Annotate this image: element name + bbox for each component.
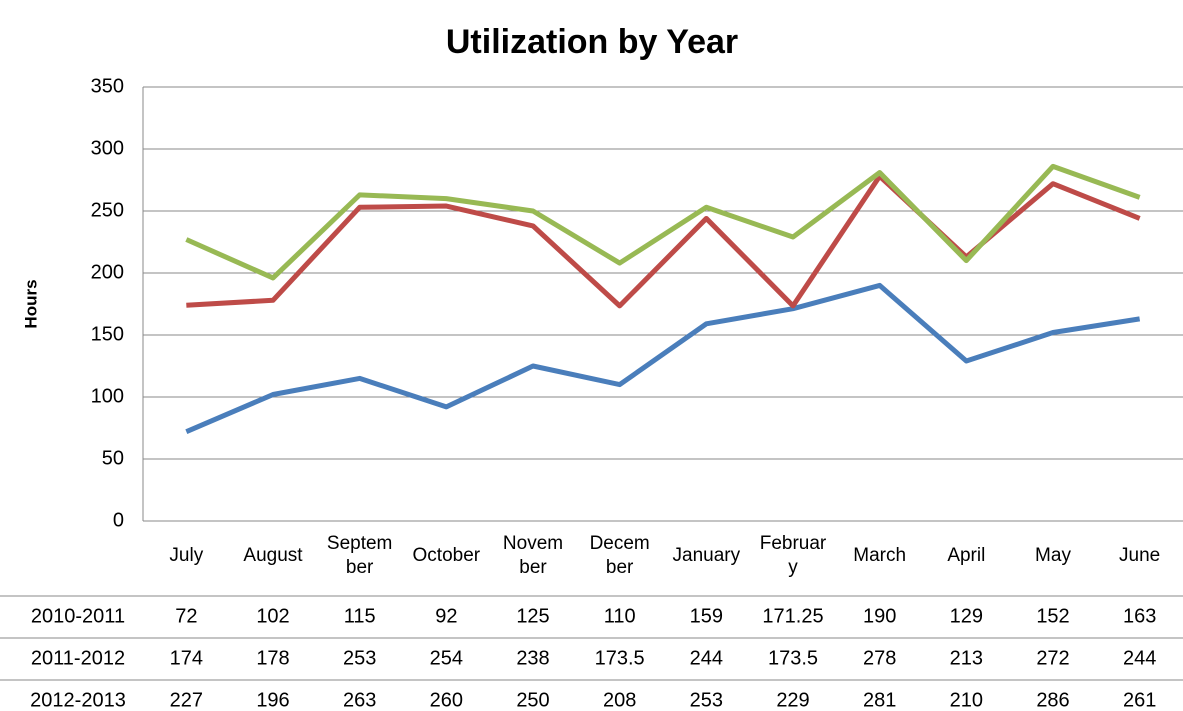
- y-tick-label: 150: [91, 323, 124, 345]
- table-value: 227: [170, 689, 203, 711]
- table-value: 238: [516, 647, 549, 669]
- table-value: 102: [256, 605, 289, 627]
- x-tick-label: December: [589, 533, 650, 578]
- table-value: 244: [1123, 647, 1156, 669]
- table-value: 263: [343, 689, 376, 711]
- table-value: 253: [690, 689, 723, 711]
- table-value: 196: [256, 689, 289, 711]
- table-value: 173.5: [595, 647, 645, 669]
- x-tick-label: February: [759, 533, 827, 578]
- table-value: 125: [516, 605, 549, 627]
- legend-label: 2011-2012: [31, 647, 125, 669]
- table-value: 208: [603, 689, 636, 711]
- x-tick-label: June: [1119, 545, 1161, 566]
- x-tick-label: November: [502, 533, 564, 578]
- table-value: 171.25: [762, 605, 823, 627]
- x-tick-label: August: [243, 545, 303, 566]
- table-value: 173.5: [768, 647, 818, 669]
- x-tick-label: May: [1035, 545, 1071, 566]
- x-tick-label: April: [947, 545, 986, 566]
- table-value: 244: [690, 647, 723, 669]
- x-tick-label: July: [169, 545, 204, 566]
- y-tick-label: 350: [91, 75, 124, 97]
- table-value: 174: [170, 647, 203, 669]
- series-line: [186, 173, 1141, 309]
- x-tick-label: March: [853, 545, 907, 566]
- table-value: 92: [435, 605, 457, 627]
- y-tick-label: 50: [102, 447, 124, 469]
- table-value: 178: [256, 647, 289, 669]
- table-value: 253: [343, 647, 376, 669]
- legend-label: 2010-2011: [31, 605, 125, 627]
- table-value: 229: [776, 689, 809, 711]
- y-axis-label: Hours: [21, 279, 40, 328]
- y-tick-label: 300: [91, 137, 124, 159]
- series-line: [185, 163, 1141, 281]
- series-line: [185, 282, 1141, 435]
- y-tick-label: 250: [91, 199, 124, 221]
- table-value: 152: [1036, 605, 1069, 627]
- table-value: 250: [516, 689, 549, 711]
- table-value: 210: [950, 689, 983, 711]
- y-tick-label: 100: [91, 385, 124, 407]
- table-value: 278: [863, 647, 896, 669]
- x-tick-label: September: [326, 533, 393, 578]
- table-value: 190: [863, 605, 896, 627]
- table-value: 261: [1123, 689, 1156, 711]
- table-value: 163: [1123, 605, 1156, 627]
- table-value: 254: [430, 647, 463, 669]
- table-value: 110: [604, 605, 636, 627]
- x-tick-label: January: [672, 545, 741, 566]
- table-value: 159: [690, 605, 723, 627]
- table-value: 129: [950, 605, 983, 627]
- legend-label: 2012-2013: [30, 689, 126, 711]
- y-tick-label: 200: [91, 261, 124, 283]
- table-value: 213: [950, 647, 983, 669]
- chart-title: Utilization by Year: [446, 23, 738, 61]
- table-value: 281: [863, 689, 896, 711]
- table-value: 260: [430, 689, 463, 711]
- table-value: 272: [1036, 647, 1069, 669]
- table-value: 286: [1036, 689, 1069, 711]
- table-value: 115: [344, 605, 376, 627]
- table-value: 72: [175, 605, 197, 627]
- x-tick-label: October: [412, 545, 481, 566]
- y-tick-label: 0: [113, 509, 124, 531]
